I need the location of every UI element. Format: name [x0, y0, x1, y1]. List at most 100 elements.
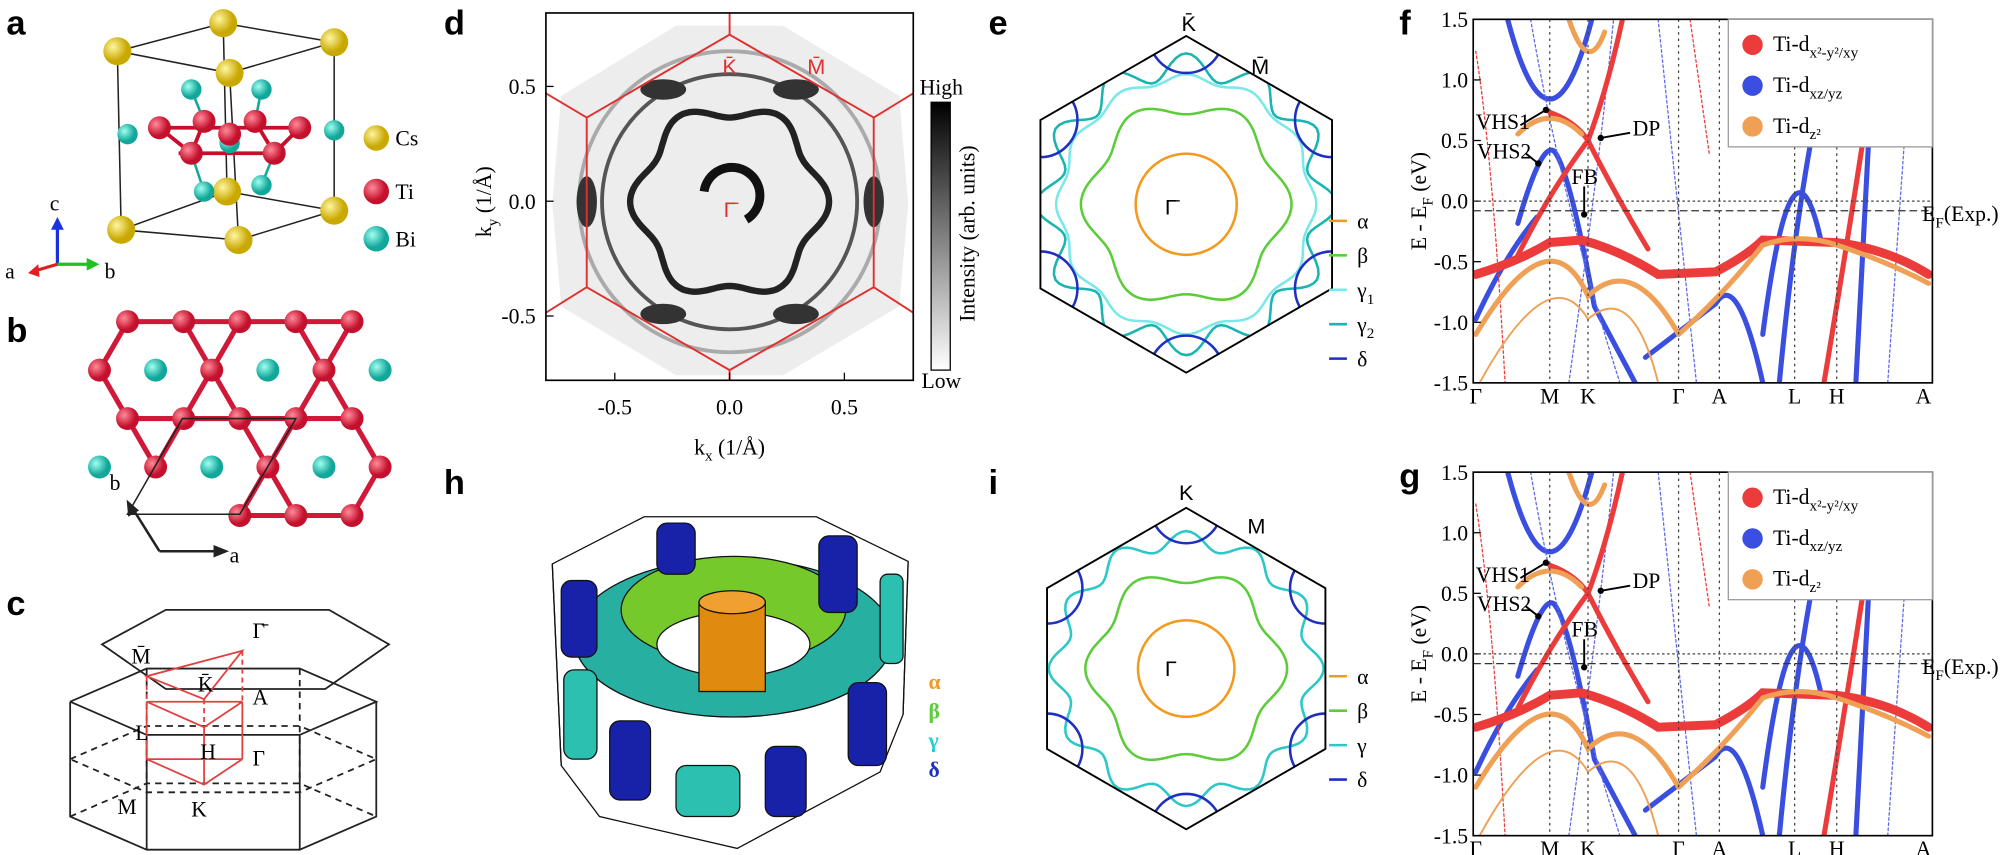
- legend-label: Ti-dx²-y²/xy: [1773, 32, 1859, 61]
- x-axis-label: kx (1/Å): [694, 435, 765, 464]
- y-tick-label: 0.0: [1441, 190, 1468, 214]
- legend-label-sub: z²: [1810, 126, 1822, 143]
- x-tick-label: K: [1580, 837, 1596, 855]
- k-point-label: M: [117, 795, 136, 819]
- arrow: [1600, 584, 1631, 592]
- k-point-label: K̄: [1182, 11, 1197, 36]
- y-tick-label: -0.5: [501, 305, 535, 329]
- k-point-label: H: [200, 740, 216, 764]
- y-tick-label: 1.5: [1441, 8, 1468, 32]
- x-tick-label: L: [1788, 384, 1801, 408]
- y-axis-label-text: E - E: [1407, 658, 1431, 703]
- contour: [1134, 152, 1239, 257]
- k-point-label: K: [191, 798, 207, 822]
- legend-swatch: [1742, 75, 1763, 96]
- contour: [1293, 250, 1333, 327]
- axis-label: b: [105, 259, 116, 283]
- ti-atom: [340, 504, 364, 527]
- arrow-head: [1597, 134, 1604, 142]
- k-point-label: M̄: [807, 54, 825, 79]
- x-tick-label: H: [1829, 384, 1845, 408]
- panel-label: g: [1399, 457, 1420, 495]
- annotation: VHS2: [1477, 139, 1531, 163]
- x-tick-label: A: [1916, 837, 1932, 855]
- bi-atom: [368, 358, 392, 382]
- legend-swatch: [1742, 569, 1763, 590]
- legend-label-sub: x²-y²/xy: [1810, 45, 1859, 62]
- k-point-label: M̄: [1251, 54, 1269, 79]
- annotation: VHS1: [1476, 563, 1530, 587]
- legend-label: β: [929, 699, 940, 723]
- x-axis-label-text: k: [694, 435, 705, 459]
- annotation: FB: [1571, 165, 1598, 189]
- legend-label: α: [929, 670, 941, 694]
- bz-hexagon: [1046, 506, 1327, 831]
- species-label: Cs: [395, 127, 418, 151]
- k-point-label: M̄: [131, 644, 150, 668]
- y-axis-label-sub: F: [1419, 650, 1436, 658]
- x-tick-label: A: [1916, 384, 1932, 408]
- arrow: [1600, 131, 1631, 139]
- legend-swatch: [1742, 34, 1763, 56]
- x-tick-label: M: [1540, 837, 1559, 855]
- contour: [1149, 507, 1223, 545]
- k-point-label: K̄: [198, 673, 214, 697]
- legend-label: δ: [1357, 768, 1367, 792]
- x-tick-label: Γ: [1469, 837, 1482, 855]
- panel-label: b: [6, 312, 27, 350]
- annotation: VHS1: [1476, 110, 1530, 134]
- panel-label: c: [6, 585, 25, 623]
- k-point-label: Γ̄: [1165, 194, 1180, 219]
- arrow-head: [1535, 160, 1542, 167]
- axis-label: c: [50, 192, 60, 216]
- k-point-label: A: [253, 685, 269, 709]
- legend-label-sub: xz/yz: [1810, 85, 1843, 102]
- y-tick-label: 1.0: [1441, 69, 1468, 93]
- y-tick-label: -0.5: [1434, 250, 1468, 274]
- legend-label: β: [1357, 244, 1368, 268]
- legend-swatch: [1742, 528, 1763, 549]
- legend-label-text: Ti-d: [1773, 32, 1810, 56]
- y-axis-label-tail: (1/Å): [472, 166, 496, 218]
- x-tick-label: A: [1712, 837, 1728, 855]
- y-tick-label: 0.0: [509, 190, 536, 214]
- x-tick-label: -0.5: [598, 396, 632, 420]
- k-point-label: Γ̄: [724, 197, 739, 222]
- species-label: Bi: [395, 227, 415, 251]
- x-tick-label: Γ: [1469, 384, 1482, 408]
- x-tick-label: 0.5: [831, 396, 858, 420]
- colorbar-title: Intensity (arb. units): [955, 145, 979, 321]
- axis-label: a: [5, 259, 15, 283]
- annotation: VHS2: [1477, 592, 1531, 616]
- colorbar-label: High: [920, 76, 964, 100]
- legend-label: Ti-dx²-y²/xy: [1773, 485, 1859, 514]
- k-point-label: L: [135, 721, 148, 745]
- ti-atom: [116, 407, 140, 431]
- y-tick-label: -1.0: [1434, 764, 1468, 788]
- k-point-label: Γ: [1165, 656, 1177, 681]
- k-point-label: Γ̄: [253, 619, 270, 643]
- legend-label: Ti-dz²: [1773, 567, 1821, 596]
- legend-swatch: [1742, 487, 1763, 508]
- x-tick-label: M: [1540, 384, 1559, 408]
- contour: [1136, 619, 1236, 719]
- legend-label-sub: z²: [1810, 579, 1822, 596]
- ti-atom: [228, 310, 252, 334]
- legend-label: γ: [928, 729, 939, 753]
- axis-label: a: [230, 544, 240, 568]
- x-tick-label: H: [1829, 837, 1845, 855]
- y-tick-label: -1.0: [1434, 311, 1468, 335]
- y-axis-label-sub: y: [484, 218, 501, 226]
- y-axis-label: ky (1/Å): [472, 166, 501, 237]
- species-label: Ti: [395, 180, 414, 204]
- kagome-lattice: [88, 310, 392, 527]
- ti-atom: [340, 310, 364, 334]
- panel-label: d: [444, 5, 465, 43]
- contour: [1288, 551, 1326, 625]
- legend-label: α: [1357, 665, 1368, 689]
- legend-label-text: γ: [1356, 278, 1367, 302]
- legend-label: α: [1357, 210, 1368, 234]
- legend-label-text: Ti-d: [1773, 114, 1810, 138]
- legend-label: γ: [1356, 734, 1367, 758]
- k-point-label: M: [1247, 513, 1265, 538]
